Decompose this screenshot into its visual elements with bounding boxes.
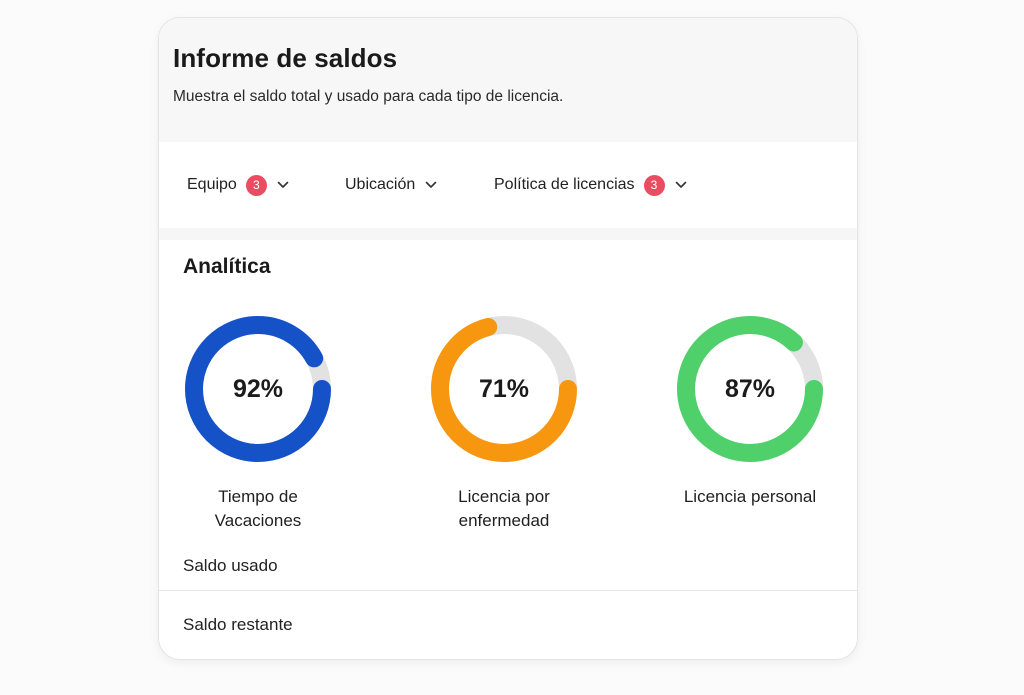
card-header: Informe de saldos Muestra el saldo total… bbox=[159, 18, 857, 142]
row-balance-used-label: Saldo usado bbox=[183, 556, 278, 575]
page-subtitle: Muestra el saldo total y usado para cada… bbox=[173, 88, 564, 105]
chevron-down-icon bbox=[277, 181, 289, 189]
donut-sick-leave-label: Licencia por enfermedad bbox=[458, 487, 550, 530]
filter-location[interactable]: Ubicación bbox=[345, 142, 437, 228]
donut-sick-leave-arc bbox=[431, 316, 577, 462]
donut-vacation-arc bbox=[185, 316, 331, 462]
row-divider bbox=[159, 590, 857, 591]
donut-vacation[interactable]: 92% bbox=[183, 314, 333, 464]
filter-location-label: Ubicación bbox=[345, 176, 416, 193]
donut-sick-leave[interactable]: 71% bbox=[429, 314, 579, 464]
donut-vacation-value: 92% bbox=[232, 374, 284, 403]
row-balance-remaining[interactable]: Saldo restante bbox=[159, 595, 857, 655]
filter-team-count-badge: 3 bbox=[245, 174, 267, 196]
filter-bar: Equipo 3 Ubicación Política de licencias… bbox=[159, 142, 857, 228]
donut-personal-leave-value: 87% bbox=[724, 374, 776, 403]
chevron-down-icon bbox=[425, 181, 437, 189]
donut-personal-leave-arc bbox=[677, 316, 823, 462]
analytics-title: Analítica bbox=[183, 255, 271, 278]
filter-leave-policy[interactable]: Política de licencias 3 bbox=[494, 142, 687, 228]
filter-leave-policy-label: Política de licencias bbox=[494, 176, 635, 193]
filter-team[interactable]: Equipo 3 bbox=[187, 142, 289, 228]
section-divider bbox=[159, 228, 857, 240]
row-balance-used[interactable]: Saldo usado bbox=[159, 536, 857, 596]
donut-vacation-label: Tiempo de Vacaciones bbox=[214, 487, 302, 530]
donut-personal-leave[interactable]: 87% bbox=[675, 314, 825, 464]
row-balance-remaining-label: Saldo restante bbox=[183, 615, 293, 634]
donut-sick-leave-chart bbox=[431, 316, 577, 462]
page-title: Informe de saldos bbox=[173, 43, 398, 73]
balance-report-card: Informe de saldos Muestra el saldo total… bbox=[158, 17, 858, 660]
donut-sick-leave-value: 71% bbox=[478, 374, 530, 403]
donut-vacation-chart bbox=[185, 316, 331, 462]
filter-leave-policy-count-badge: 3 bbox=[643, 174, 665, 196]
filter-team-label: Equipo bbox=[187, 176, 237, 193]
donut-personal-leave-chart bbox=[677, 316, 823, 462]
donut-personal-leave-label: Licencia personal bbox=[683, 487, 817, 506]
chevron-down-icon bbox=[675, 181, 687, 189]
